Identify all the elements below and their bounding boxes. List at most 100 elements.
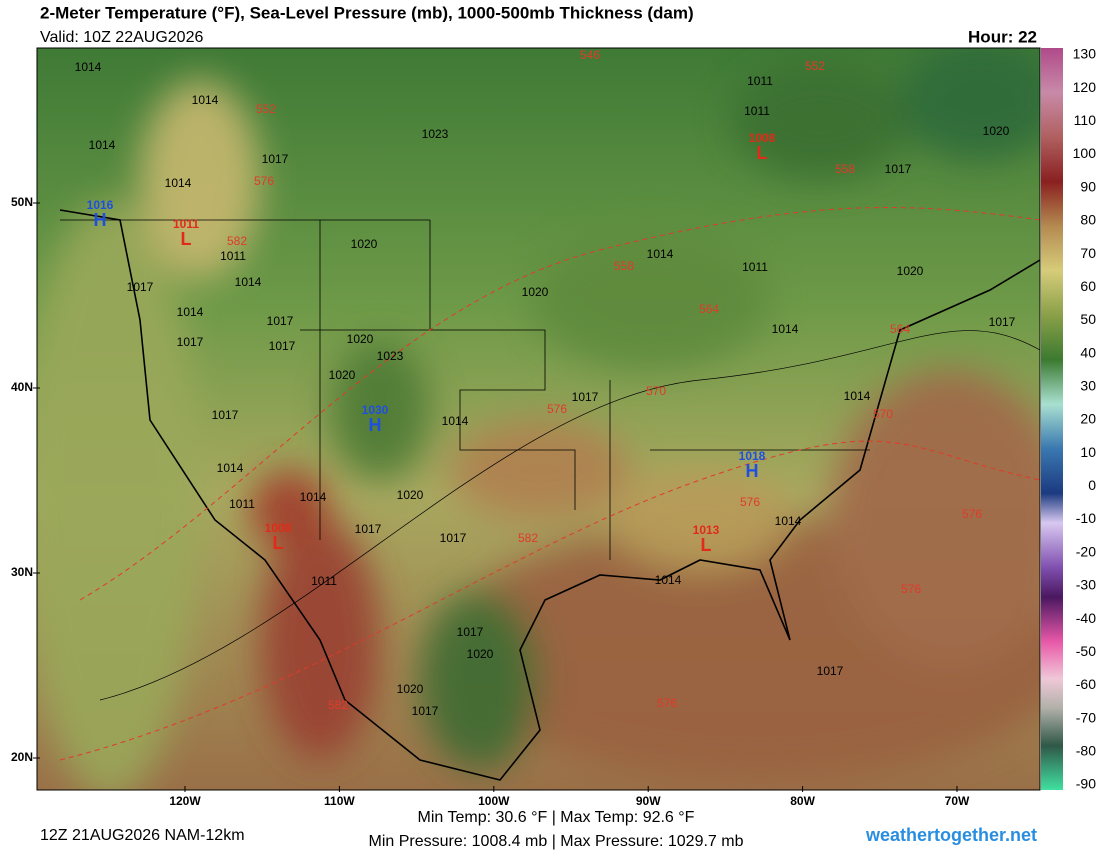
isobar-label: 1017	[355, 522, 382, 536]
map-area: 1014 1014 1014 1017 1014 1020 1011 1014 1017 1014…	[37, 48, 1040, 790]
isobar-label: 1020	[467, 647, 494, 661]
center-value: 1030	[362, 403, 389, 417]
center-letter: L	[701, 535, 712, 555]
thickness-label: 576	[657, 696, 677, 710]
valid-time: Valid: 10Z 22AUG2026	[40, 29, 203, 46]
isobar-label: 1017	[267, 314, 294, 328]
colorbar-label: 20	[1080, 411, 1096, 427]
isobar-label: 1020	[397, 682, 424, 696]
center-letter: L	[181, 229, 192, 249]
isobar-label: 1020	[522, 285, 549, 299]
colorbar-label: -70	[1076, 709, 1096, 725]
model-run: 12Z 21AUG2026 NAM-12km	[40, 827, 245, 844]
colorbar-label: 70	[1080, 245, 1096, 261]
isobar-label: 1011	[742, 260, 768, 274]
isobar-label: 1017	[412, 704, 439, 718]
site-link[interactable]: weathertogether.net	[865, 825, 1037, 845]
isobar-label: 1017	[989, 315, 1016, 329]
isobar-label: 1017	[817, 664, 844, 678]
colorbar-label: 30	[1080, 378, 1096, 394]
colorbar-label: 120	[1073, 79, 1097, 95]
longitude-label: 70W	[945, 794, 970, 808]
isobar-label: 1017	[440, 531, 467, 545]
isobar-label: 1014	[442, 414, 469, 428]
isobar-label: 1014	[89, 138, 116, 152]
isobar-label: 1014	[300, 490, 327, 504]
isobar-label: 1011	[229, 497, 255, 511]
center-value: 1008	[265, 521, 292, 535]
title: 2-Meter Temperature (°F), Sea-Level Pres…	[40, 3, 694, 22]
isobar-label: 1023	[377, 349, 404, 363]
colorbar-label: -60	[1076, 676, 1096, 692]
isobar-label: 1020	[329, 368, 356, 382]
isobar-label: 1017	[177, 335, 204, 349]
isobar-label: 1023	[422, 127, 449, 141]
center-letter: H	[94, 210, 107, 230]
colorbar-label: -90	[1076, 776, 1096, 792]
isobar-label: 1020	[347, 332, 374, 346]
thickness-label: 582	[328, 698, 348, 712]
thickness-label: 546	[580, 48, 600, 62]
longitude-label: 90W	[636, 794, 661, 808]
thickness-label: 558	[614, 259, 634, 273]
center-letter: L	[757, 143, 768, 163]
colorbar-label: -80	[1076, 743, 1096, 759]
isobar-label: 1011	[744, 104, 770, 118]
longitude-label: 100W	[478, 794, 510, 808]
thickness-label: 582	[518, 531, 538, 545]
colorbar-label: 90	[1080, 178, 1096, 194]
isobar-label: 1014	[192, 93, 219, 107]
thickness-label: 582	[227, 234, 247, 248]
isobar-label: 1017	[572, 390, 599, 404]
thickness-label: 552	[256, 102, 276, 116]
colorbar-label: 60	[1080, 278, 1096, 294]
thickness-label: 570	[873, 407, 893, 421]
latitude-label: 30N	[11, 565, 33, 579]
isobar-label: 1017	[212, 408, 239, 422]
colorbar-label: 50	[1080, 311, 1096, 327]
thickness-label: 576	[740, 495, 760, 509]
center-value: 1018	[739, 449, 766, 463]
center-value: 1011	[173, 217, 199, 231]
thickness-label: 576	[547, 402, 567, 416]
isobar-label: 1017	[457, 625, 484, 639]
isobar-label: 1017	[262, 152, 289, 166]
colorbar-label: 110	[1074, 112, 1097, 128]
colorbar-label: -50	[1076, 643, 1096, 659]
thickness-label: 576	[901, 582, 921, 596]
isobar-label: 1020	[397, 488, 424, 502]
isobar-label: 1014	[217, 461, 244, 475]
isobar-label: 1020	[897, 264, 924, 278]
map-labels: 1014 1014 1014 1017 1014 1020 1011 1014 1017 1014…	[75, 48, 1016, 718]
thickness-label: 576	[962, 507, 982, 521]
isobar-label: 1011	[747, 74, 773, 88]
center-letter: H	[369, 415, 382, 435]
longitude-label: 110W	[324, 794, 355, 808]
colorbar-label: -30	[1076, 577, 1096, 593]
latitude-label: 50N	[11, 195, 33, 209]
isobar-label: 1014	[844, 389, 871, 403]
colorbar-label: 130	[1073, 46, 1097, 62]
isobar-label: 1014	[772, 322, 799, 336]
temp-range: Min Temp: 30.6 °F | Max Temp: 92.6 °F	[418, 809, 695, 826]
forecast-hour: Hour: 22	[968, 27, 1037, 46]
isobar-label: 1017	[127, 280, 154, 294]
colorbar-label: 80	[1080, 212, 1096, 228]
center-value: 1013	[693, 523, 720, 537]
colorbar	[1041, 48, 1063, 790]
isobar-label: 1020	[351, 237, 378, 251]
isobar-label: 1014	[235, 275, 262, 289]
colorbar-label: 10	[1080, 444, 1096, 460]
thickness-label: 570	[646, 384, 666, 398]
isobar-label: 1014	[655, 573, 682, 587]
isobar-label: 1011	[220, 249, 246, 263]
longitude-label: 120W	[169, 794, 201, 808]
isobar-label: 1014	[177, 305, 204, 319]
latitude-label: 40N	[11, 380, 33, 394]
isobar-label: 1017	[885, 162, 912, 176]
center-value: 1008	[749, 131, 776, 145]
longitude-label: 80W	[790, 794, 815, 808]
isobar-label: 1014	[775, 514, 802, 528]
isobar-label: 1014	[647, 247, 674, 261]
